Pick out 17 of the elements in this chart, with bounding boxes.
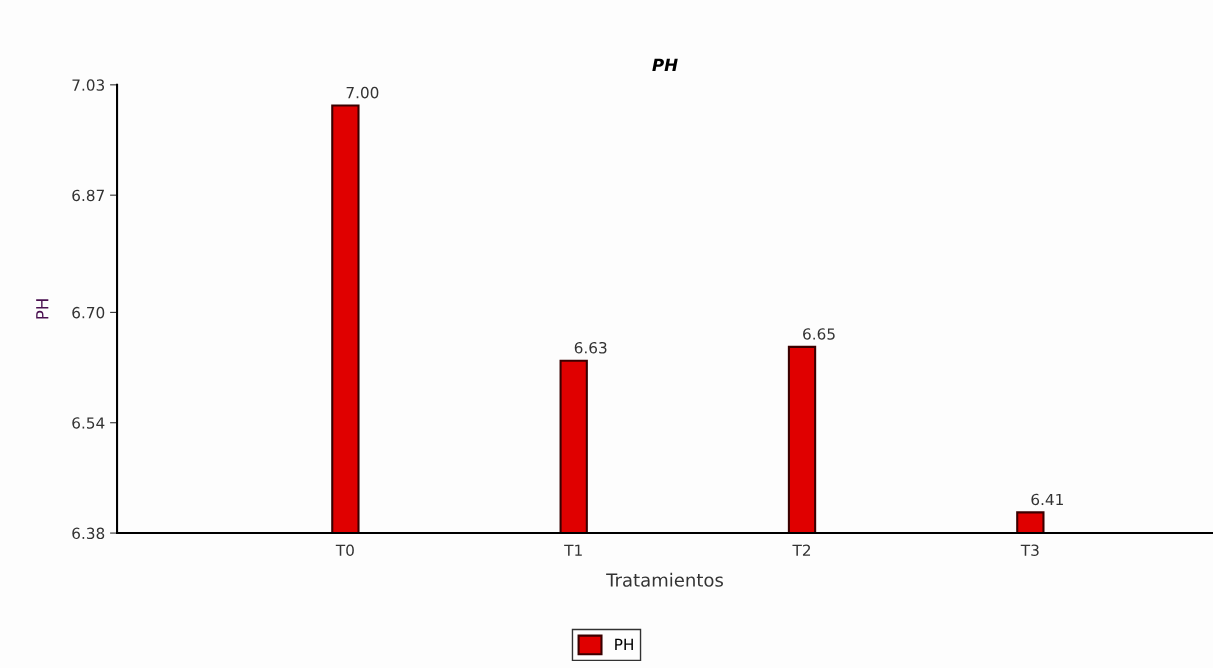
x-tick-label: T0 [335,544,354,556]
y-tick-label: 6.54 [72,417,105,429]
data-label: 6.41 [1031,493,1063,506]
y-tick-label: 7.03 [72,79,105,91]
data-label: 7.00 [346,86,379,99]
data-label: 6.65 [803,328,835,340]
x-axis-title: Tratamientos [606,572,723,587]
y-tick-label: 6.70 [72,306,105,319]
y-tick-label: 6.87 [72,189,104,202]
legend-label: PH [615,638,633,650]
x-tick-label: T1 [564,544,582,556]
chart-title: PH [652,58,678,71]
x-tick-label: T2 [792,544,811,556]
y-axis-title: PH [36,299,49,319]
data-label: 6.63 [574,341,607,354]
x-tick-label: T3 [1020,544,1039,556]
y-tick-label: 6.38 [72,527,105,540]
